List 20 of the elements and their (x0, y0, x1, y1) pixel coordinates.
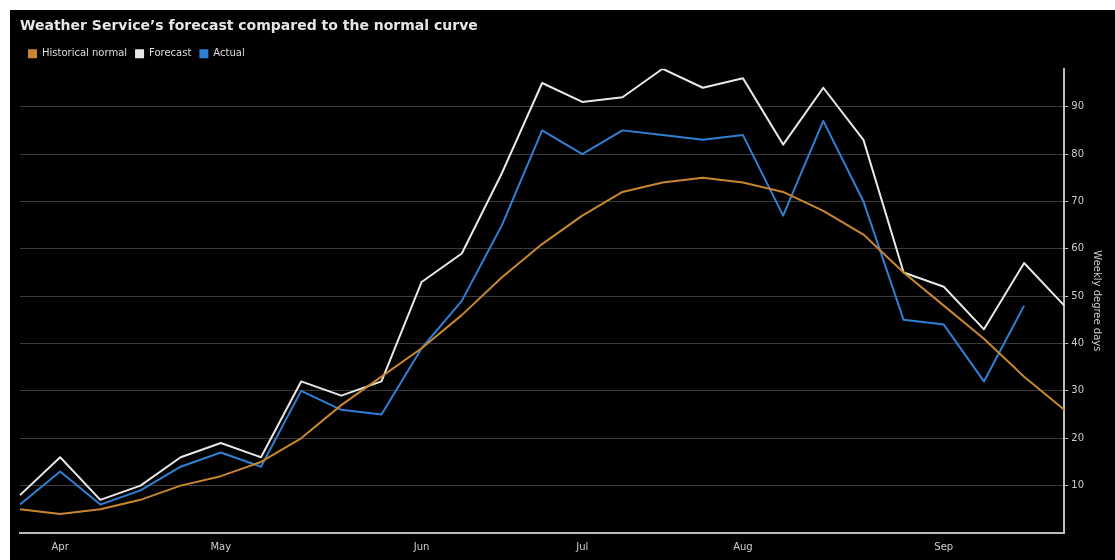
y-tick-label: 30 (1071, 384, 1085, 396)
legend-label: Actual (213, 47, 245, 59)
y-tick-label: 60 (1071, 242, 1085, 254)
x-tick-label: May (210, 540, 232, 552)
y-tick-label: 40 (1071, 337, 1085, 349)
x-tick-label: Apr (51, 540, 70, 552)
y-axis-title: Weekly degree days (1092, 250, 1104, 352)
legend-label: Forecast (149, 47, 192, 59)
legend-label: Historical normal (42, 47, 128, 59)
x-tick-label: Jul (575, 540, 589, 552)
x-tick-label: Sep (934, 540, 954, 552)
y-tick-label: 70 (1071, 195, 1085, 207)
y-tick-label: 10 (1071, 479, 1085, 491)
x-tick-label: Aug (733, 540, 753, 552)
x-tick-label: Jun (412, 540, 430, 552)
chart-title: Weather Service’s forecast compared to the normal curve (20, 17, 478, 34)
y-tick-label: 80 (1071, 147, 1085, 159)
y-tick-label: 20 (1071, 431, 1085, 443)
y-tick-label: 50 (1071, 289, 1085, 301)
y-tick-label: 90 (1071, 100, 1085, 112)
